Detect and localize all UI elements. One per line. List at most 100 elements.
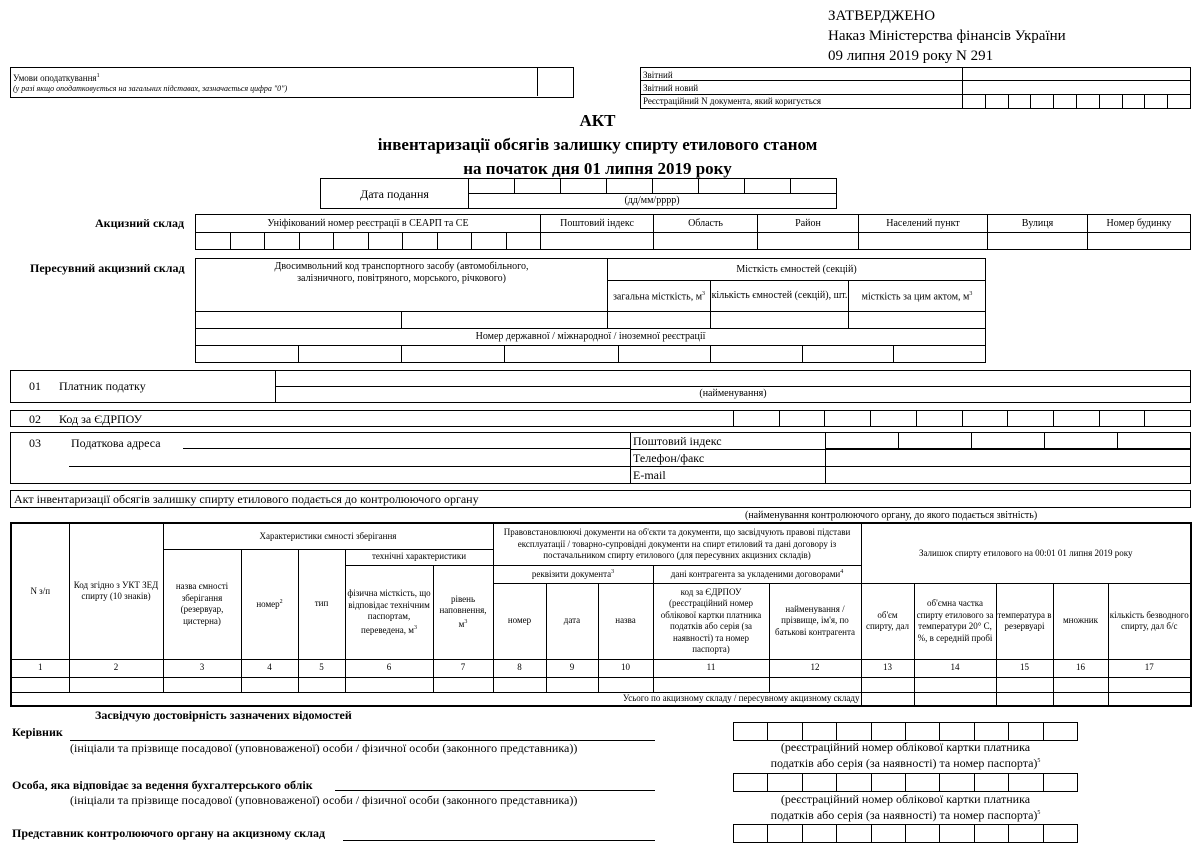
table-cell[interactable] (297, 676, 346, 693)
registration-number-cell[interactable] (802, 345, 894, 363)
edrpou-digit-cell[interactable] (1099, 410, 1145, 427)
edrpou-digit-cell[interactable] (1053, 410, 1100, 427)
table-cell[interactable] (597, 676, 654, 693)
report-new-input[interactable] (963, 81, 1189, 93)
table-cell[interactable] (344, 676, 434, 693)
reg-number-cell[interactable] (939, 773, 975, 792)
reg-number-cell[interactable] (836, 773, 872, 792)
correcting-number-cell[interactable] (1144, 94, 1168, 109)
total-cell[interactable] (1107, 691, 1192, 707)
reg-number-cell[interactable] (1043, 773, 1078, 792)
reg-number-cell[interactable] (939, 722, 975, 741)
reg-number-cell[interactable] (802, 773, 837, 792)
registration-number-cell[interactable] (710, 345, 803, 363)
reg-number-cell[interactable] (733, 773, 768, 792)
excise-reg-number-cell[interactable] (264, 232, 300, 250)
correcting-number-cell[interactable] (1008, 94, 1031, 109)
reg-number-cell[interactable] (939, 824, 975, 843)
reg-number-cell[interactable] (1008, 773, 1044, 792)
excise-reg-number-cell[interactable] (368, 232, 403, 250)
table-cell[interactable] (545, 676, 599, 693)
postal-code-cell[interactable] (825, 432, 899, 449)
control-body-input[interactable] (536, 491, 1190, 507)
correcting-number-cell[interactable] (1053, 94, 1077, 109)
registration-number-cell[interactable] (195, 345, 299, 363)
reg-number-cell[interactable] (802, 824, 837, 843)
table-cell[interactable] (913, 676, 997, 693)
reg-number-cell[interactable] (802, 722, 837, 741)
registration-number-cell[interactable] (504, 345, 619, 363)
correcting-number-cell[interactable] (985, 94, 1009, 109)
reg-number-cell[interactable] (871, 722, 906, 741)
mobile-capacity-input[interactable] (195, 311, 402, 329)
total-cell[interactable] (995, 691, 1054, 707)
excise-reg-number-cell[interactable] (506, 232, 541, 250)
reg-number-cell[interactable] (974, 824, 1009, 843)
correcting-number-cell[interactable] (1099, 94, 1123, 109)
mobile-capacity-input[interactable] (710, 311, 849, 329)
reg-number-cell[interactable] (905, 824, 940, 843)
correcting-number-cell[interactable] (962, 94, 986, 109)
reg-number-cell[interactable] (905, 722, 940, 741)
accountant-signature-line[interactable] (335, 790, 655, 791)
edrpou-digit-cell[interactable] (824, 410, 871, 427)
reg-number-cell[interactable] (1008, 722, 1044, 741)
table-cell[interactable] (652, 676, 770, 693)
mobile-capacity-input[interactable] (848, 311, 986, 329)
reg-number-cell[interactable] (974, 722, 1009, 741)
excise-address-input[interactable] (858, 232, 988, 250)
reg-number-cell[interactable] (767, 773, 803, 792)
reg-number-cell[interactable] (1043, 722, 1078, 741)
table-cell[interactable] (68, 676, 164, 693)
date-digit-cell[interactable] (698, 178, 745, 194)
phone-input[interactable] (826, 450, 1190, 465)
excise-reg-number-cell[interactable] (230, 232, 265, 250)
registration-number-cell[interactable] (401, 345, 505, 363)
reg-number-cell[interactable] (767, 824, 803, 843)
excise-address-input[interactable] (757, 232, 859, 250)
reg-number-cell[interactable] (871, 773, 906, 792)
total-cell[interactable] (860, 691, 915, 707)
controller-signature-line[interactable] (343, 840, 655, 841)
date-digit-cell[interactable] (606, 178, 653, 194)
table-cell[interactable] (768, 676, 862, 693)
excise-address-input[interactable] (653, 232, 758, 250)
correcting-number-cell[interactable] (1122, 94, 1145, 109)
edrpou-digit-cell[interactable] (1144, 410, 1191, 427)
reg-number-cell[interactable] (733, 722, 768, 741)
reg-number-cell[interactable] (1043, 824, 1078, 843)
date-digit-cell[interactable] (560, 178, 607, 194)
edrpou-digit-cell[interactable] (870, 410, 917, 427)
registration-number-cell[interactable] (618, 345, 711, 363)
edrpou-digit-cell[interactable] (779, 410, 825, 427)
correcting-number-cell[interactable] (1167, 94, 1191, 109)
table-cell[interactable] (860, 676, 915, 693)
excise-address-input[interactable] (1087, 232, 1191, 250)
table-cell[interactable] (1052, 676, 1109, 693)
postal-code-cell[interactable] (971, 432, 1045, 449)
reg-number-cell[interactable] (733, 824, 768, 843)
table-cell[interactable] (432, 676, 494, 693)
edrpou-digit-cell[interactable] (962, 410, 1008, 427)
mobile-capacity-input[interactable] (607, 311, 711, 329)
edrpou-digit-cell[interactable] (733, 410, 780, 427)
tax-conditions-input[interactable] (537, 68, 574, 96)
reg-number-cell[interactable] (1008, 824, 1044, 843)
registration-number-cell[interactable] (298, 345, 402, 363)
address-line2-input[interactable] (69, 450, 630, 465)
excise-address-input[interactable] (540, 232, 654, 250)
reg-number-cell[interactable] (974, 773, 1009, 792)
reg-number-cell[interactable] (871, 824, 906, 843)
total-cell[interactable] (1052, 691, 1109, 707)
total-cell[interactable] (913, 691, 997, 707)
reg-number-cell[interactable] (836, 722, 872, 741)
table-cell[interactable] (240, 676, 299, 693)
excise-reg-number-cell[interactable] (299, 232, 334, 250)
head-signature-line[interactable] (70, 740, 655, 741)
edrpou-digit-cell[interactable] (1007, 410, 1054, 427)
excise-reg-number-cell[interactable] (195, 232, 231, 250)
reg-number-cell[interactable] (767, 722, 803, 741)
correcting-number-cell[interactable] (1030, 94, 1054, 109)
postal-code-cell[interactable] (1044, 432, 1118, 449)
date-digit-cell[interactable] (744, 178, 791, 194)
